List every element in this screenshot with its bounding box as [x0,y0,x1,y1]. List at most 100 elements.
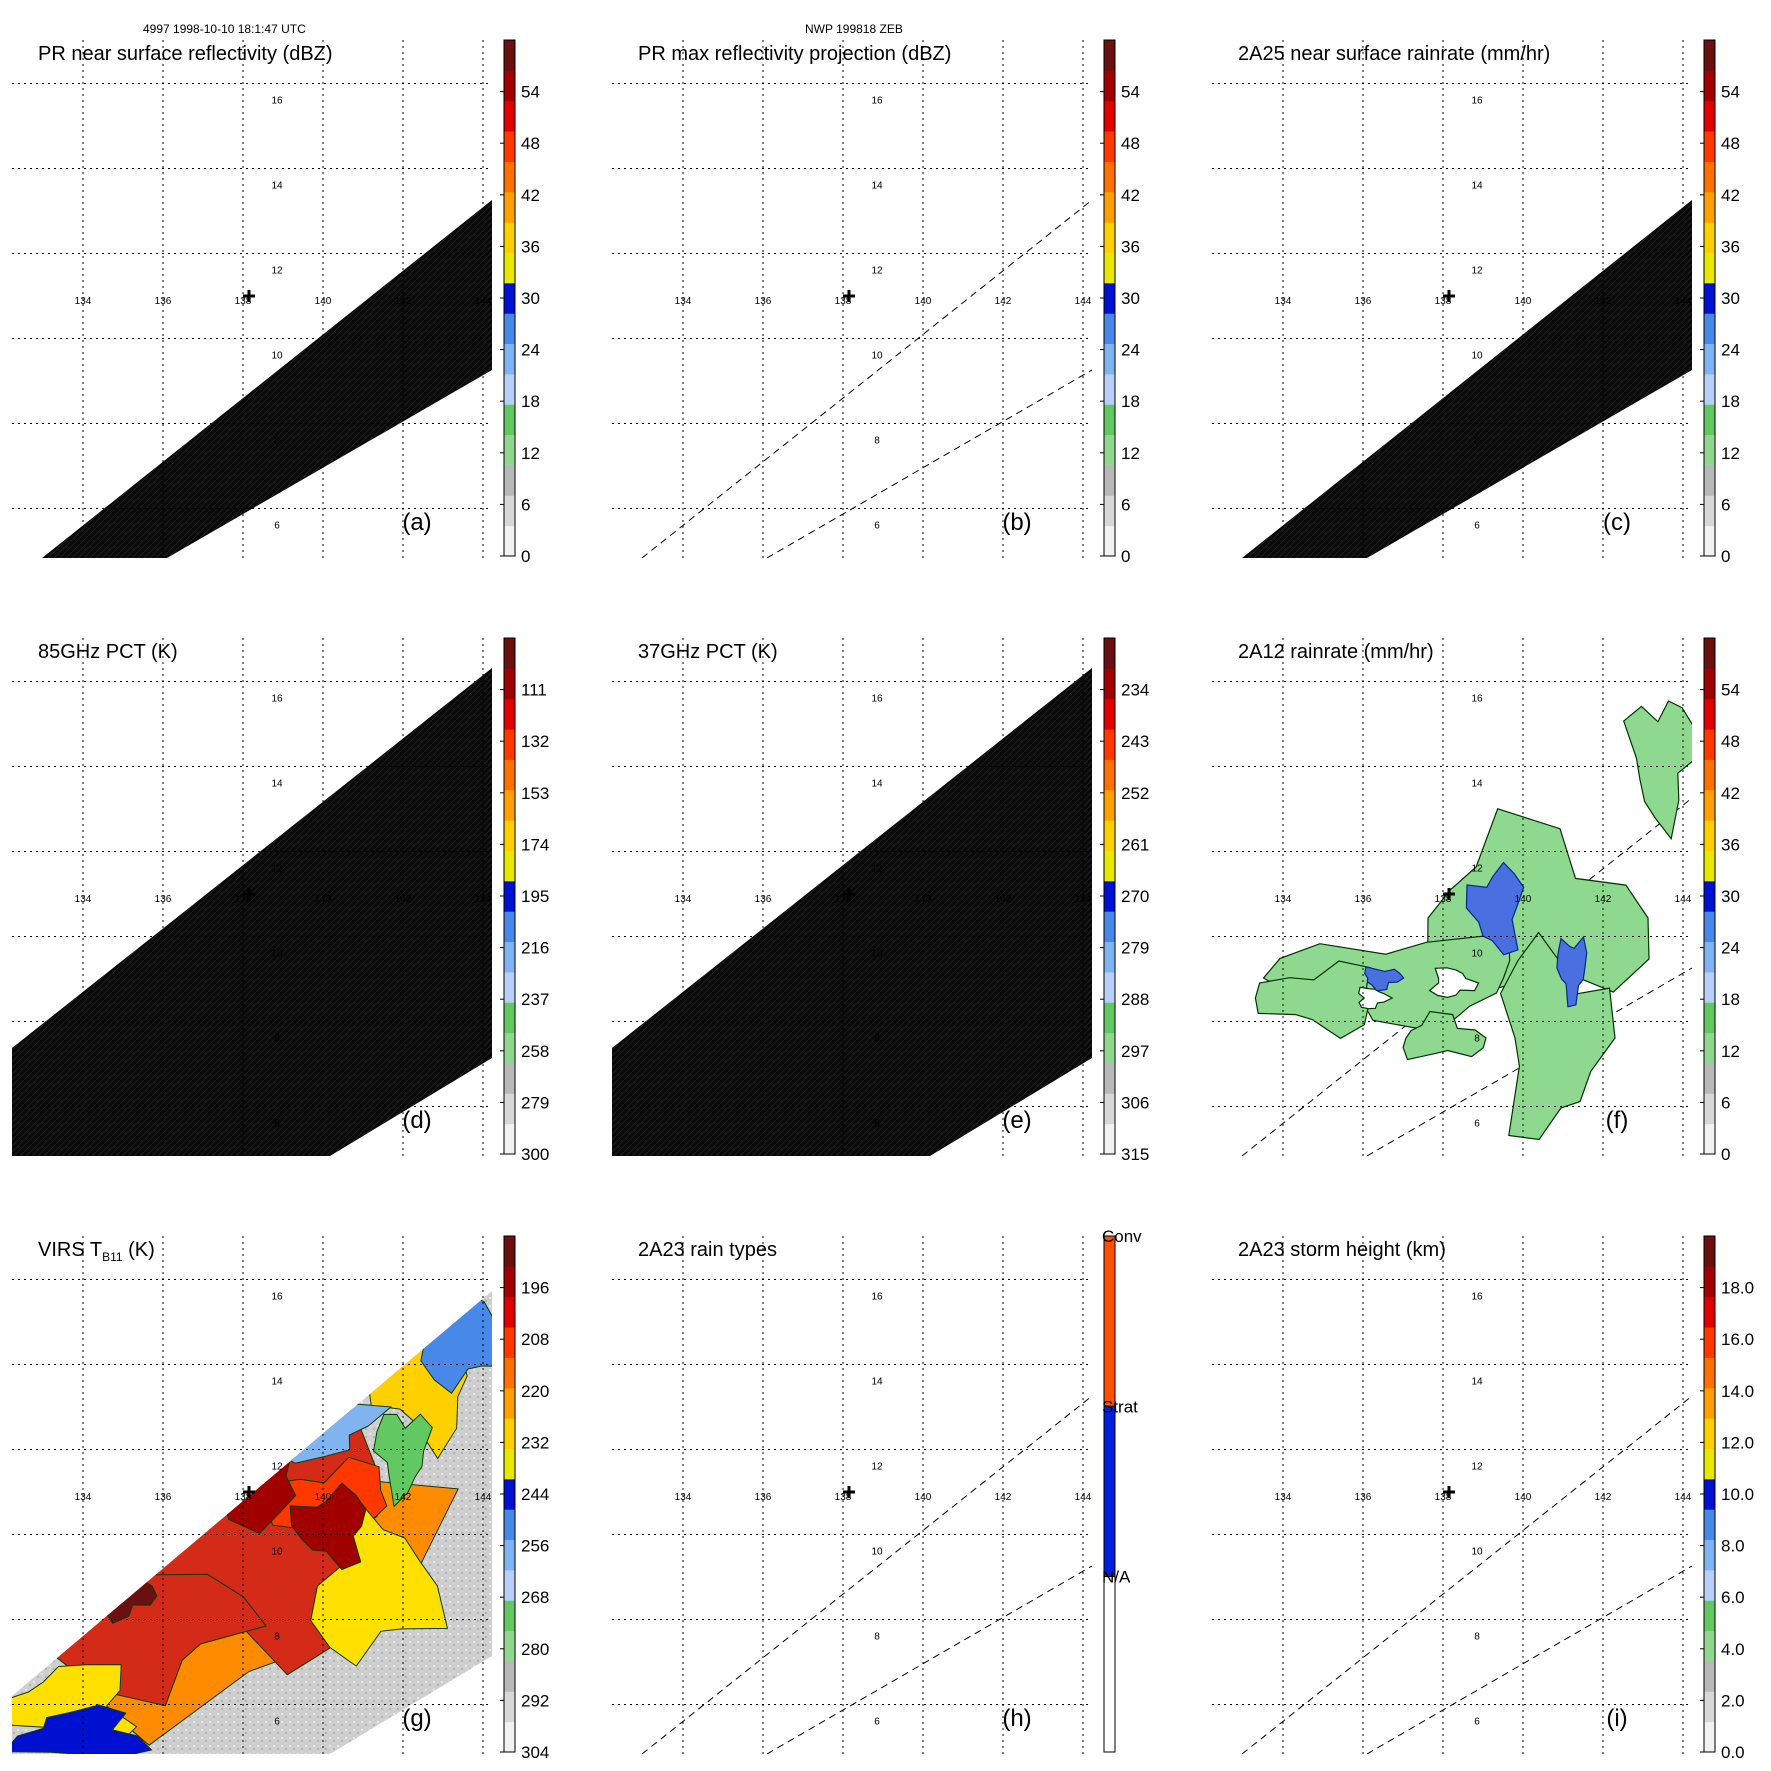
colorbar-tick-label-42: 42 [1721,784,1740,803]
colorbar-seg-12 [504,1357,515,1389]
lat-label-10: 10 [871,1547,883,1558]
lon-label-140: 140 [315,296,332,307]
colorbar-seg-1 [1704,495,1715,527]
colorbar-tick-label-220: 220 [521,1382,549,1401]
lon-label-138: 138 [835,296,852,307]
colorbar-tick-label-18.0: 18.0 [1721,1279,1754,1298]
plot-area-a: 134 136 138 140 142 144 16 14 12 10 8 6 [12,40,492,558]
colorbar-tick-label-12.0: 12.0 [1721,1433,1754,1452]
colorbar-seg-13 [504,729,515,760]
lat-label-10: 10 [1471,949,1483,960]
colorbar-tick-label-14.0: 14.0 [1721,1382,1754,1401]
lat-label-12: 12 [271,1462,283,1473]
lon-label-144: 144 [475,1492,492,1503]
lat-label-6: 6 [874,521,880,532]
ir-green-e [373,1413,433,1508]
panel-f: 134 136 138 140 142 144 16 14 12 10 8 6 2A12 rainrat… [1212,637,1740,1164]
colorbar-seg-3 [504,1630,515,1662]
colorbar-tick-label-111: 111 [521,681,547,700]
colorbar-seg-14 [1104,698,1115,730]
colorbar-seg-8 [1704,282,1715,314]
lon-label-138: 138 [835,1492,852,1503]
colorbar-tick-label-0: 0 [1721,547,1730,566]
colorbar-seg-11 [1704,1387,1715,1419]
grid-h [612,1236,1092,1754]
colorbar-tick-label-54: 54 [521,83,540,102]
panel-label-a: (a) [402,509,431,536]
colorbar-seg-15 [504,70,515,102]
colorbar-d: 111 132 153 174 195 216 237 258 279 300 [500,637,549,1164]
colorbar-tick-label-196: 196 [521,1279,549,1298]
panel-c: 134 136 138 140 142 144 16 14 12 10 8 6 2A25 near su… [1212,39,1740,566]
colorbar-seg-3 [1104,1032,1115,1064]
panel-title-f: 2A12 rainrate (mm/hr) [1238,641,1434,663]
lat-label-6: 6 [274,1119,280,1130]
panel-label-b: (b) [1002,509,1031,536]
plot-area-f: 134 136 138 140 142 144 16 14 12 10 8 6 [1212,638,1692,1156]
colorbar-seg-9 [1704,1448,1715,1480]
radar-site-marker [843,290,855,302]
colorbar-tick-label-24: 24 [1721,341,1740,360]
colorbar-seg-7 [1104,911,1115,943]
lat-label-14: 14 [871,1377,883,1388]
grid-e [612,638,1092,1156]
colorbar-tick-label-0: 0 [1721,1145,1730,1164]
colorbar-tick-label-42: 42 [521,186,540,205]
colorbar-seg-11 [1104,191,1115,223]
swath-edge-right-h [766,1565,1092,1754]
lat-label-12: 12 [1471,266,1483,277]
lat-label-14: 14 [1471,779,1483,790]
lon-label-142: 142 [395,1492,412,1503]
panel-label-i: (i) [1606,1705,1627,1732]
colorbar-tick-label-42: 42 [1121,186,1140,205]
lat-label-14: 14 [871,779,883,790]
colorbar-tick-label-288: 288 [1121,990,1149,1009]
colorbar-seg-6 [1104,343,1115,375]
colorbar-seg-5 [1704,971,1715,1003]
colorbar-seg-14 [504,1296,515,1328]
colorbar-seg-16 [1704,1236,1715,1267]
rain-far-west [1254,960,1377,1040]
lon-label-138: 138 [1435,1492,1452,1503]
lon-label-134: 134 [675,1492,692,1503]
rain-heavy-3 [1364,966,1405,992]
colorbar-seg-8 [504,282,515,314]
lat-label-10: 10 [271,351,283,362]
lat-label-8: 8 [874,436,880,447]
colorbar-seg-9 [504,252,515,284]
colorbar-i: 18.0 16.0 14.0 12.0 10.0 8.0 6.0 4.0 2.0 0.0 [1700,1235,1754,1762]
colorbar-seg-10 [504,820,515,851]
colorbar-seg-7 [1704,313,1715,345]
lon-label-136: 136 [755,894,772,905]
colorbar-g: 196 208 220 232 244 256 268 280 292 304 [500,1235,549,1762]
colorbar-seg-6 [504,1539,515,1571]
colorbar-seg-12 [1104,161,1115,193]
colorbar-tick-label-304: 304 [521,1743,549,1762]
colorbar-tick-label-268: 268 [521,1588,549,1607]
colorbar-seg-9 [1104,252,1115,284]
colorbar-seg-0 [1104,525,1115,557]
grid-g [12,1236,492,1754]
colorbar-seg-7 [1704,911,1715,943]
lon-label-138: 138 [235,894,252,905]
lat-label-12: 12 [271,864,283,875]
colorbar-tick-label-306: 306 [1121,1093,1149,1112]
lon-label-140: 140 [915,296,932,307]
colorbar-seg-14 [1704,100,1715,132]
lon-label-140: 140 [1515,1492,1532,1503]
panel-title-g: VIRS TB11 (K) [38,1239,155,1264]
colorbar-seg-5 [1704,373,1715,405]
colorbar-seg-15 [504,668,515,700]
lat-label-12: 12 [871,864,883,875]
colorbar-seg-14 [1704,1296,1715,1328]
colorbar-tick-label-0: 0 [1121,547,1130,566]
colorbar-tick-label-2.0: 2.0 [1721,1691,1745,1710]
lat-label-6: 6 [874,1119,880,1130]
colorbar-tick-label-42: 42 [1721,186,1740,205]
panel-title-sub-g: B11 [102,1250,123,1264]
rain-ne [1622,700,1692,841]
colorbar-tick-label-18: 18 [521,392,540,411]
lat-label-16: 16 [271,96,283,107]
colorbar-seg-12 [1104,759,1115,791]
